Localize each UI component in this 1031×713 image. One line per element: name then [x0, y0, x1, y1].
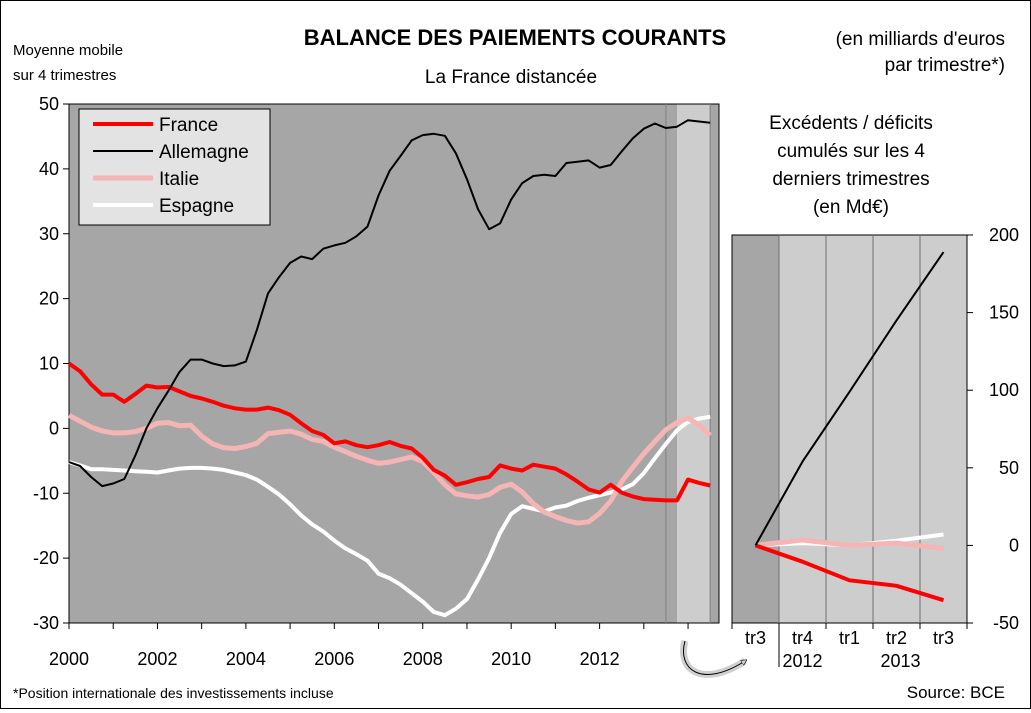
x-tick-label-2012: 2012 — [580, 649, 620, 669]
inset-title: Excédents / déficits cumulés sur les 4 d… — [769, 113, 933, 218]
inset-y-tick-label--50: -50 — [993, 613, 1019, 633]
chart-title: BALANCE DES PAIEMENTS COURANTS — [304, 25, 727, 50]
x-tick-label-2000: 2000 — [49, 649, 89, 669]
main-x-axis: 2000 2002 2004 2006 2008 2010 2012 — [49, 623, 689, 669]
legend-item-france: France — [93, 115, 218, 136]
x-tick-label-2006: 2006 — [314, 649, 354, 669]
x-tick-label-2008: 2008 — [403, 649, 443, 669]
x-tick-label-2002: 2002 — [137, 649, 177, 669]
inset-x-tick-label-0: tr3 — [745, 628, 766, 648]
main-series-lines — [67, 119, 712, 618]
inset-title-line-3: derniers trimestres — [772, 169, 929, 190]
main-highlight-band — [676, 104, 711, 623]
main-y-axis: -30 -20 -10 0 10 20 30 40 50 — [33, 94, 69, 633]
inset-y-tick-label-100: 100 — [989, 380, 1019, 400]
source-label: Source: BCE — [907, 683, 1005, 702]
inset-series-lines — [754, 251, 945, 603]
legend-item-allemagne: Allemagne — [93, 142, 249, 163]
series-line-italie — [67, 413, 712, 526]
x-tick-label-2010: 2010 — [491, 649, 531, 669]
legend-label-allemagne: Allemagne — [159, 142, 249, 163]
series-line-espagne — [68, 414, 711, 618]
y-tick-label-0: 0 — [49, 418, 59, 438]
inset-series-line-italie — [755, 537, 944, 551]
y-tick-label-20: 20 — [39, 289, 59, 309]
inset-vertical-gridlines — [778, 235, 921, 623]
inset-y-axis: -50 0 50 100 150 200 — [967, 225, 1019, 633]
left-axis-note-line-2: sur 4 trimestres — [13, 67, 116, 84]
inset-x-tick-label-2: tr1 — [839, 628, 860, 648]
connector-arrow-body — [680, 640, 747, 678]
series-line-allemagne — [68, 119, 711, 488]
chart-subtitle: La France distancée — [425, 67, 597, 88]
inset-year-label-1: 2013 — [880, 651, 920, 671]
y-tick-label--10: -10 — [33, 483, 59, 503]
x-tick-label-2004: 2004 — [226, 649, 266, 669]
inset-series-line-allemagne — [754, 251, 945, 546]
inset-y-tick-label-150: 150 — [989, 303, 1019, 323]
inset-y-tick-label-0: 0 — [1009, 535, 1019, 555]
inset-x-tick-label-1: tr4 — [792, 628, 813, 648]
legend: France Allemagne Italie Espagne — [78, 108, 271, 226]
legend-item-italie: Italie — [93, 169, 199, 190]
inset-year-label-0: 2012 — [782, 651, 822, 671]
inset-x-tick-label-3: tr2 — [886, 628, 907, 648]
legend-label-france: France — [159, 115, 218, 136]
inset-x-tick-label-4: tr3 — [933, 628, 954, 648]
inset-y-tick-label-200: 200 — [989, 225, 1019, 245]
left-axis-note-line-1: Moyenne mobile — [13, 42, 123, 59]
connector-arrow-icon — [683, 640, 745, 675]
y-tick-label-50: 50 — [39, 94, 59, 114]
y-tick-label-30: 30 — [39, 224, 59, 244]
legend-item-espagne: Espagne — [93, 196, 234, 217]
inset-line-chart: Excédents / déficits cumulés sur les 4 d… — [731, 113, 1019, 671]
inset-x-axis: tr3 tr4 tr1 tr2 tr3 2012 2013 — [731, 623, 968, 671]
y-tick-label-40: 40 — [39, 159, 59, 179]
inset-first-quarter-band — [732, 235, 780, 623]
inset-series-line-france — [754, 543, 945, 603]
footnote: *Position internationale des investissem… — [13, 685, 334, 701]
inset-title-line-4: (en Md€) — [813, 197, 889, 218]
unit-note-line-1: (en milliards d'euros — [836, 29, 1005, 50]
y-tick-label--30: -30 — [33, 613, 59, 633]
legend-label-espagne: Espagne — [159, 196, 234, 217]
series-line-france — [67, 361, 711, 503]
inset-title-line-2: cumulés sur les 4 — [777, 141, 925, 162]
unit-note-line-2: par trimestre*) — [885, 55, 1005, 76]
y-tick-label-10: 10 — [39, 354, 59, 374]
y-tick-label--20: -20 — [33, 548, 59, 568]
inset-title-line-1: Excédents / déficits — [769, 113, 933, 134]
legend-box — [78, 108, 271, 226]
inset-y-tick-label-50: 50 — [999, 458, 1019, 478]
legend-label-italie: Italie — [159, 169, 199, 190]
